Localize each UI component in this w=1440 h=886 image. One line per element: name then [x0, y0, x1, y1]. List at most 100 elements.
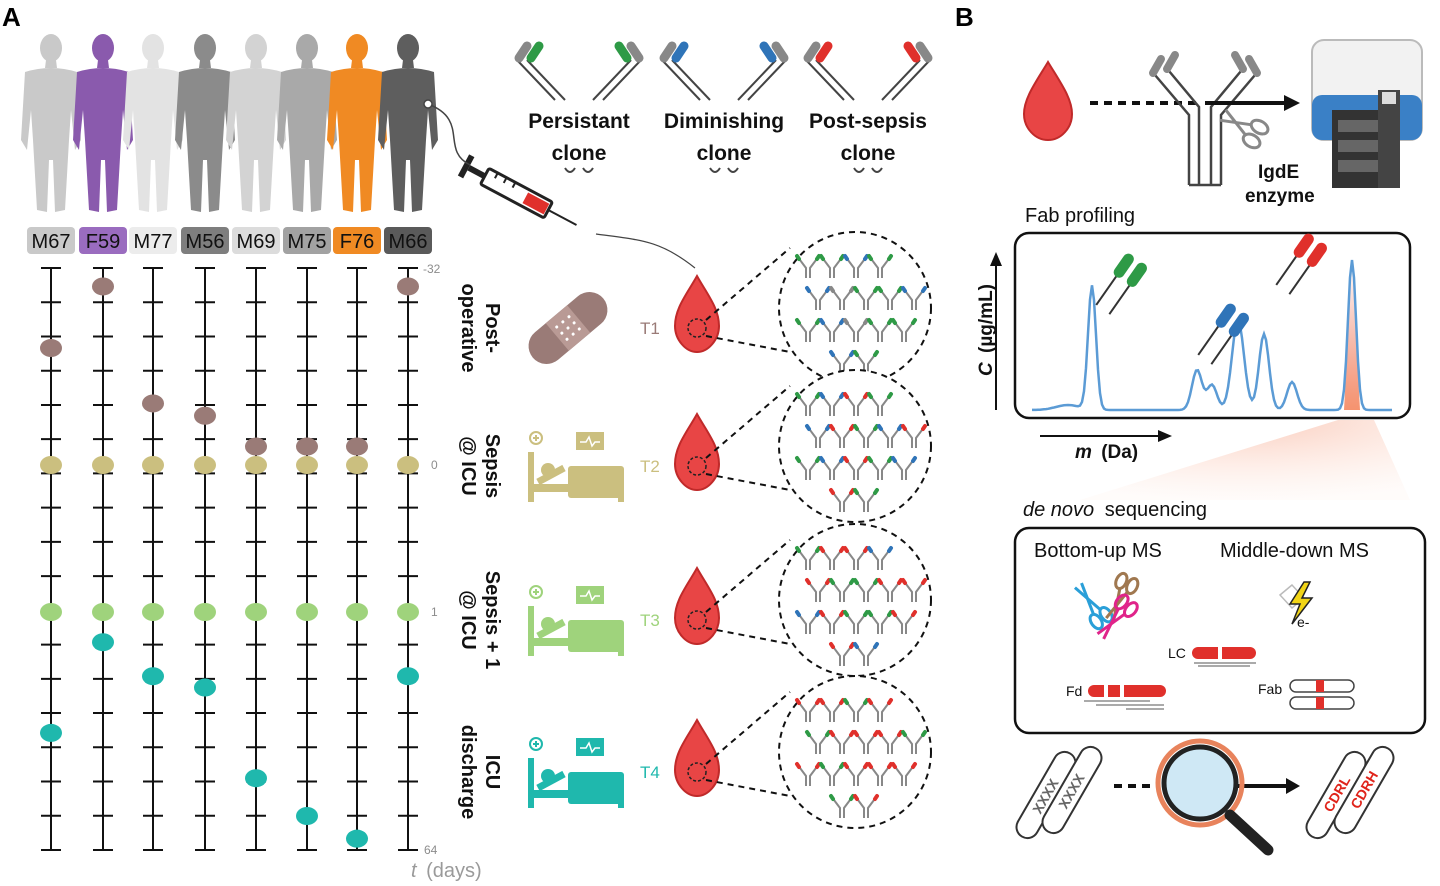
- denovo-rest: sequencing: [1105, 499, 1207, 521]
- spectrum-trace: [1032, 259, 1392, 412]
- unknown-sequence-pills: XXXX XXXX: [1015, 745, 1103, 840]
- antibody-glyph: [843, 698, 869, 722]
- patient-id-f59: F59: [86, 231, 120, 253]
- dot-t3-m56: [194, 603, 216, 621]
- antibody-glyph: [901, 424, 927, 448]
- antibody-glyph: [901, 286, 927, 310]
- antibody-glyph: [901, 730, 927, 754]
- antibody-pool-zoom: [705, 231, 932, 385]
- clone-0: Persistant clone: [514, 41, 644, 173]
- scissors-icon: [1219, 108, 1270, 150]
- patient-tag-bg: [181, 227, 229, 254]
- clone-legend: Persistant clone DiminishingclonePost-seps…: [514, 41, 933, 173]
- antibody-glyph: [805, 424, 831, 448]
- dot-t1-m69: [245, 437, 267, 456]
- dot-t4-f76: [346, 829, 368, 848]
- antibody-glyph: [795, 610, 821, 634]
- antibody-glyph: [795, 254, 821, 278]
- antibody-glyph: [867, 698, 893, 722]
- magnifier-icon: [1155, 738, 1274, 856]
- zoom-cone: [1080, 420, 1410, 500]
- dot-t3-m77: [142, 603, 164, 621]
- blood-drop-icon: [673, 411, 721, 492]
- axis-top-label: -32: [423, 262, 441, 276]
- syringe-icon: [457, 154, 577, 226]
- antibody-glyph: [829, 578, 855, 602]
- antibody-glyph: [853, 730, 879, 754]
- patient-tag-bg: [333, 227, 381, 254]
- enzyme-label-2: enzyme: [1245, 186, 1315, 207]
- clone-suffix-0: clone: [552, 142, 607, 165]
- dot-t4-m67: [40, 723, 62, 742]
- stage-row-t3: Sepsis + 1@ ICU T3: [457, 523, 932, 677]
- dot-t1-m77: [142, 394, 164, 413]
- antibody-glyph: [829, 424, 855, 448]
- antibody-glyph: [853, 578, 879, 602]
- x-axis-title: m (Da): [1075, 442, 1138, 463]
- patient-id-m75: M75: [288, 231, 327, 253]
- stage-label-t2: Sepsis@ ICU: [457, 434, 503, 498]
- antibody-glyph: [891, 762, 917, 786]
- dot-t2-m77: [142, 456, 164, 474]
- x-axis-var: m: [1075, 442, 1092, 463]
- clone-2: Post-sepsis clone: [803, 41, 933, 173]
- antibody-glyph: [877, 578, 903, 602]
- dot-t4-m77: [142, 667, 164, 686]
- antibody-glyph: [829, 286, 855, 310]
- timepoint-label-t4: T4: [640, 763, 660, 782]
- patient-tag-bg: [384, 227, 432, 254]
- axis-one-label: 1: [431, 605, 438, 619]
- clone-1: Diminishing clone: [659, 41, 789, 173]
- patient-tag-bg: [129, 227, 177, 254]
- antibody-glyph: [843, 392, 869, 416]
- clone-name-0: Persistant: [528, 110, 630, 133]
- bandage-icon: [528, 292, 608, 364]
- hospital-bed-icon: [528, 431, 624, 502]
- dot-t3-m75: [296, 603, 318, 621]
- final-arrow-head: [1286, 778, 1300, 794]
- person-silhouette-m56: [175, 34, 235, 212]
- dot-t4-f59: [92, 633, 114, 652]
- dot-t4-m56: [194, 678, 216, 697]
- antibody-glyph: [867, 546, 893, 570]
- antibody-glyph: [819, 698, 845, 722]
- fab-fragment-icon-0: [1095, 253, 1147, 315]
- y-axis-head: [990, 252, 1002, 266]
- antibody-glyph: [867, 254, 893, 278]
- antibody-glyph: [877, 424, 903, 448]
- dot-t3-m69: [245, 603, 267, 621]
- antibody-glyph: [877, 730, 903, 754]
- stage-row-t1: Post-operative T1: [457, 231, 932, 385]
- antibody-glyph: [795, 456, 821, 480]
- blood-drop-icon: [673, 565, 721, 646]
- antibody-glyph: [805, 286, 831, 310]
- person-silhouette-m77: [123, 34, 183, 212]
- dot-t4-m75: [296, 807, 318, 825]
- antibody-glyph: [891, 318, 917, 342]
- clone-name-1: Diminishing: [664, 110, 784, 133]
- antibody-glyph: [843, 546, 869, 570]
- antibody-glyph: [819, 254, 845, 278]
- iv-line-top: [427, 103, 471, 166]
- y-axis-var: C: [976, 362, 997, 376]
- patient-id-m77: M77: [134, 231, 173, 253]
- middle-down-label: Middle-down MS: [1220, 540, 1369, 562]
- antibody-glyph: [867, 610, 893, 634]
- dot-t2-m56: [194, 456, 216, 474]
- antibody-pool-zoom: [705, 675, 932, 829]
- antibody-glyph: [819, 392, 845, 416]
- antibody-glyph: [853, 350, 879, 374]
- patient-tag-bg: [27, 227, 75, 254]
- axis-title-unit: (days): [426, 860, 482, 882]
- antibody-glyph: [867, 762, 893, 786]
- enzyme-label-1: IgdE: [1258, 162, 1299, 183]
- dot-t1-m56: [194, 406, 216, 425]
- hospital-bed-icon: [528, 737, 624, 808]
- stage-label-t3: Sepsis + 1@ ICU: [457, 571, 503, 669]
- stage-row-t4: ICUdischarge T4: [457, 675, 932, 829]
- fd-fragment: [1084, 685, 1166, 710]
- antibody-glyph: [819, 456, 845, 480]
- antibody-glyph: [891, 456, 917, 480]
- antibody-glyph: [853, 488, 879, 512]
- dot-t1-f59: [92, 277, 114, 296]
